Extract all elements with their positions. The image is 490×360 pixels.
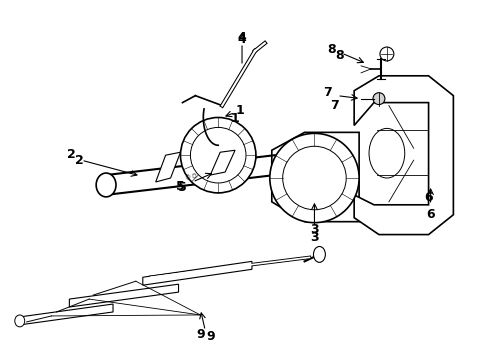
Ellipse shape: [270, 133, 359, 223]
Text: 3: 3: [310, 231, 319, 244]
Text: 5: 5: [178, 181, 187, 194]
Text: 4: 4: [238, 31, 246, 44]
Polygon shape: [156, 152, 180, 182]
Text: 1: 1: [236, 104, 245, 117]
Polygon shape: [70, 284, 178, 307]
Text: 6: 6: [424, 192, 433, 204]
Polygon shape: [143, 261, 252, 285]
Ellipse shape: [96, 173, 116, 197]
PathPatch shape: [354, 76, 453, 235]
Text: 2: 2: [75, 154, 84, 167]
PathPatch shape: [272, 132, 359, 222]
Text: 7: 7: [323, 86, 332, 99]
Text: 2: 2: [67, 148, 76, 161]
Text: 3: 3: [310, 223, 319, 236]
Ellipse shape: [380, 47, 394, 61]
Polygon shape: [210, 150, 235, 175]
Text: 9: 9: [206, 330, 215, 343]
Text: 8: 8: [335, 49, 343, 63]
Text: 7: 7: [330, 99, 339, 112]
Text: 8: 8: [327, 42, 336, 55]
Text: 4: 4: [238, 33, 246, 46]
Text: 9: 9: [196, 328, 205, 341]
Ellipse shape: [373, 93, 385, 105]
Polygon shape: [20, 304, 113, 325]
Text: 5: 5: [176, 180, 185, 193]
Ellipse shape: [15, 315, 24, 327]
Ellipse shape: [314, 247, 325, 262]
Text: 1: 1: [231, 112, 240, 125]
Text: 6: 6: [426, 208, 435, 221]
Ellipse shape: [180, 117, 256, 193]
Text: ○ ○: ○ ○: [185, 172, 197, 179]
